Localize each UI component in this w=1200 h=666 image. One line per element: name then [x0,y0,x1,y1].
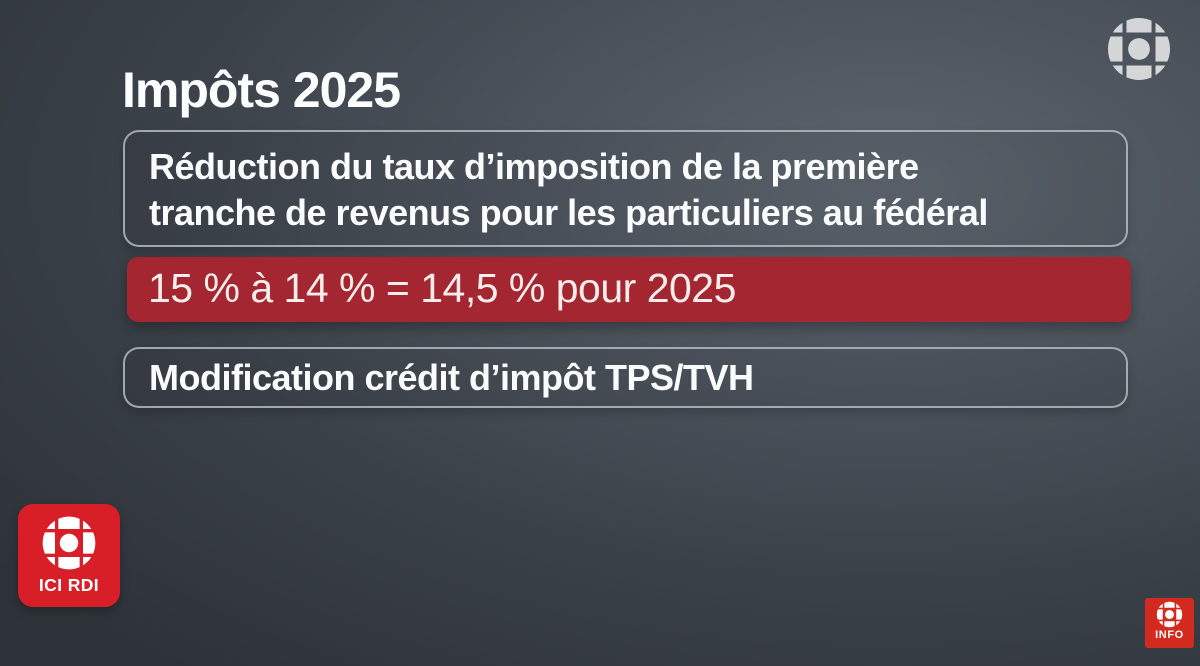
highlight-box-rate: 15 % à 14 % = 14,5 % pour 2025 [127,257,1131,322]
radio-canada-gem-icon [1156,601,1183,628]
channel-badge-label: ICI RDI [38,575,100,595]
info-badge-label: INFO [1155,629,1184,641]
radio-canada-gem-icon [1106,16,1172,82]
bullet-box-tps: Modification crédit d’impôt TPS/TVH [123,347,1128,408]
page-title: Impôts 2025 [122,62,401,118]
radio-canada-gem-icon [41,515,97,571]
info-badge: INFO [1145,598,1194,648]
bullet-text-line: Réduction du taux d’imposition de la pre… [149,146,919,187]
bullet-box-reduction: Réduction du taux d’imposition de la pre… [123,130,1128,247]
radio-canada-logo-icon [1106,16,1172,82]
bullet-text-line: tranche de revenus pour les particuliers… [149,192,988,233]
ici-rdi-badge: ICI RDI [18,504,120,607]
